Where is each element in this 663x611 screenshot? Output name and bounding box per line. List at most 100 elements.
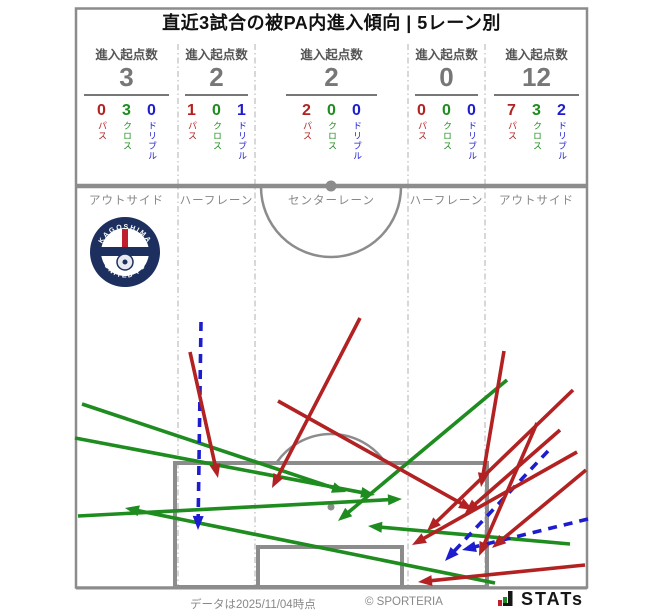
lane-name-outside-right: アウトサイド [499, 195, 574, 207]
pitch-lines [74, 7, 589, 590]
dribble-count: 2 [557, 101, 566, 119]
pass-arrow-head [272, 473, 284, 488]
penalty-spot [327, 503, 335, 511]
pass-label: パス [97, 121, 107, 142]
cross-arrow-head [125, 505, 140, 517]
center-spot [325, 180, 337, 192]
dribble-label: ドリブル [352, 121, 362, 162]
dribble-arrow-head [445, 547, 459, 561]
lane-stats-center: 進入起点数 2 2 パス 0 クロス 0 ドリブル [255, 44, 408, 184]
dribble-arrow-head [462, 541, 477, 552]
pass-arrow-head [209, 463, 221, 478]
entry-origin-total: 2 [324, 62, 339, 92]
stat-header: 進入起点数 [300, 48, 363, 62]
penalty-arc [275, 432, 387, 463]
cross-arrow-line [74, 436, 369, 496]
lane-stats-halfspace-right: 進入起点数 0 0 パス 0 クロス 0 ドリブル [408, 44, 485, 184]
lane-stats-outside-right: 進入起点数 12 7 パス 3 クロス 2 ドリブル [485, 44, 588, 184]
pass-arrow-head [412, 533, 427, 545]
lane-name-outside-left: アウトサイド [89, 195, 164, 207]
cross-label: クロス [212, 121, 222, 152]
pass-arrow-head [427, 517, 441, 531]
cross-count: 3 [532, 101, 541, 119]
pass-arrow-line [417, 450, 578, 544]
pass-arrow-head [492, 534, 507, 548]
cross-arrow-line [374, 524, 571, 546]
data-as-of-note: データは2025/11/04時点 [190, 599, 316, 611]
entry-origin-total: 12 [522, 62, 551, 92]
stat-header: 進入起点数 [185, 48, 248, 62]
entry-origin-total: 2 [209, 62, 224, 92]
entry-origin-total: 0 [439, 62, 454, 92]
pass-arrow-line [277, 399, 468, 509]
cross-count: 3 [122, 101, 131, 119]
lane-divider-lines [177, 44, 486, 587]
cross-label: クロス [327, 121, 337, 152]
pass-count: 1 [187, 101, 196, 119]
cross-arrow-head [387, 494, 402, 506]
cross-arrow-line [342, 378, 509, 518]
club-badge-kagoshima-united: KAGOSHIMA UNITED FC [90, 217, 160, 287]
dribble-arrow-line [196, 321, 203, 524]
pass-label: パス [302, 121, 312, 142]
stat-header: 進入起点数 [415, 48, 478, 62]
lane-stats-halfspace-left: 進入起点数 2 1 パス 0 クロス 1 ドリブル [178, 44, 255, 184]
goal-area [256, 545, 404, 589]
pass-arrow-head [465, 499, 480, 513]
pass-count: 0 [417, 101, 426, 119]
pass-arrow-line [496, 468, 588, 545]
dribble-label: ドリブル [147, 121, 157, 162]
stat-header: 進入起点数 [95, 48, 158, 62]
cross-arrow-line [77, 497, 396, 518]
pass-label: パス [187, 121, 197, 142]
dribble-label: ドリブル [557, 121, 567, 162]
cross-count: 0 [212, 101, 221, 119]
pass-count: 2 [302, 101, 311, 119]
stats-logo-text: STATs [521, 589, 584, 609]
center-circle-arc [259, 186, 403, 259]
stats-logo-bars-icon [498, 591, 513, 606]
dribble-count: 0 [147, 101, 156, 119]
dribble-label: ドリブル [237, 121, 247, 162]
lane-name-center: センターレーン [288, 195, 375, 207]
pass-arrow-line [480, 350, 506, 481]
dribble-count: 0 [467, 101, 476, 119]
pass-arrow-line [273, 317, 362, 483]
dribble-arrow-head [192, 515, 204, 530]
pass-arrow-line [188, 351, 219, 472]
copyright-text: © SPORTERIA [365, 596, 443, 608]
entry-origin-total: 3 [119, 62, 134, 92]
lane-stats-outside-left: 進入起点数 3 0 パス 3 クロス 0 ドリブル [75, 44, 178, 184]
pass-label: パス [507, 121, 517, 142]
dribble-arrow-line [468, 517, 589, 551]
lane-name-halfspace-right: ハーフレーン [409, 195, 484, 207]
stat-divider-rule [494, 93, 579, 96]
chart-title: 直近3試合の被PA内進入傾向 | 5レーン別 [162, 13, 501, 33]
dribble-arrow-line [448, 449, 550, 558]
stat-header: 進入起点数 [505, 48, 568, 62]
dribble-label: ドリブル [467, 121, 477, 162]
dribble-count: 0 [352, 101, 361, 119]
cross-label: クロス [442, 121, 452, 152]
stats-logo: STATs [498, 590, 584, 608]
cross-count: 0 [442, 101, 451, 119]
stat-divider-rule [184, 93, 249, 96]
pass-count: 0 [97, 101, 106, 119]
pass-arrow-line [469, 428, 562, 510]
pass-arrow-line [424, 563, 586, 584]
cross-arrow-head [338, 507, 353, 521]
dribble-count: 1 [237, 101, 246, 119]
cross-label: クロス [532, 121, 542, 152]
entry-arrows [74, 317, 589, 587]
pass-arrow-head [479, 540, 490, 556]
stat-divider-rule [84, 93, 169, 96]
pass-count: 7 [507, 101, 516, 119]
cross-arrow-head [368, 521, 383, 533]
pass-label: パス [417, 121, 427, 142]
stat-divider-rule [414, 93, 479, 96]
cross-count: 0 [327, 101, 336, 119]
cross-arrow-line [131, 507, 496, 585]
cross-label: クロス [122, 121, 132, 152]
